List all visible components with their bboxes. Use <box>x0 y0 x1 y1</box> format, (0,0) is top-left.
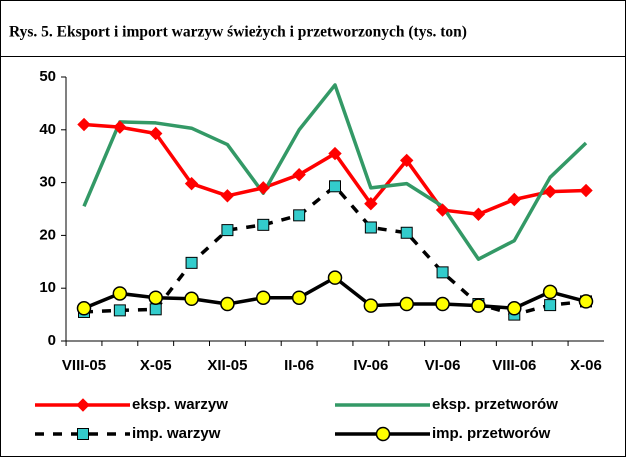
marker <box>113 120 127 134</box>
marker <box>542 284 558 300</box>
marker <box>329 180 341 193</box>
x-tick-label: XII-05 <box>207 357 247 374</box>
marker <box>185 256 198 269</box>
x-tick-label: VIII-06 <box>492 357 536 374</box>
marker <box>221 224 234 237</box>
marker <box>579 183 593 198</box>
marker <box>435 203 450 217</box>
marker <box>256 290 271 305</box>
legend-label: eksp. przetworów <box>432 396 558 413</box>
marker <box>220 296 235 312</box>
y-tick-label: 20 <box>39 226 56 243</box>
y-tick-label: 40 <box>39 121 56 138</box>
marker <box>113 304 126 317</box>
chart-title: Rys. 5. Eksport i import warzyw świeżych… <box>9 24 467 41</box>
marker <box>291 290 307 305</box>
marker <box>293 209 306 222</box>
marker <box>256 181 270 195</box>
marker <box>327 270 343 285</box>
marker <box>364 197 378 211</box>
x-tick-label: X-05 <box>140 357 172 374</box>
marker <box>400 226 413 239</box>
x-tick-label: IV-06 <box>353 357 388 374</box>
marker <box>436 266 449 279</box>
marker <box>149 126 163 141</box>
marker <box>435 296 450 312</box>
marker <box>544 299 557 312</box>
marker <box>77 428 89 440</box>
legend-label: imp. warzyw <box>132 425 221 442</box>
marker <box>184 291 199 307</box>
marker <box>76 398 90 412</box>
marker <box>471 207 486 221</box>
marker <box>507 192 521 207</box>
marker <box>220 189 235 203</box>
y-tick-label: 10 <box>39 279 56 296</box>
marker <box>184 176 199 191</box>
y-tick-label: 30 <box>39 174 56 191</box>
marker <box>471 298 486 313</box>
legend-label: eksp. warzyw <box>132 396 228 413</box>
marker <box>149 303 162 316</box>
x-tick-label: VIII-05 <box>62 357 106 374</box>
series-line <box>83 184 587 317</box>
marker <box>112 286 128 301</box>
series-line <box>82 83 588 261</box>
y-tick-label: 50 <box>39 68 56 85</box>
marker <box>578 294 594 309</box>
legend-label: imp. przetworów <box>432 425 551 442</box>
marker <box>77 117 91 132</box>
x-tick-label: II-06 <box>284 357 314 374</box>
marker <box>543 184 557 199</box>
marker <box>76 301 92 316</box>
marker <box>375 426 391 442</box>
marker <box>363 298 379 313</box>
marker <box>328 146 342 161</box>
x-tick-label: VI-06 <box>425 357 461 374</box>
marker <box>148 290 163 305</box>
x-tick-label: X-06 <box>570 357 602 374</box>
marker <box>399 296 414 312</box>
marker <box>400 153 414 168</box>
marker <box>257 218 270 231</box>
marker <box>364 221 377 234</box>
marker <box>292 167 306 182</box>
marker <box>507 301 522 316</box>
y-tick-label: 0 <box>48 332 56 349</box>
